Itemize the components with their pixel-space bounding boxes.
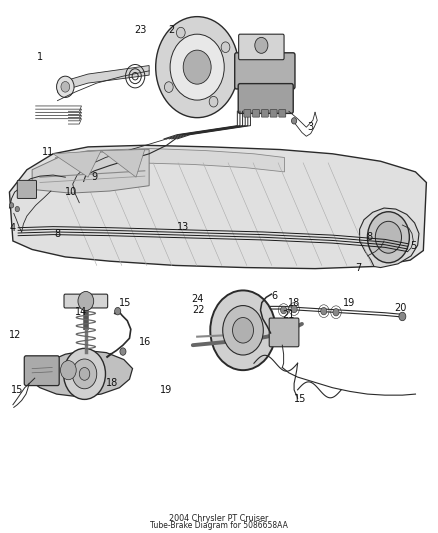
Circle shape [177,27,185,38]
Text: 15: 15 [119,297,131,308]
FancyBboxPatch shape [269,318,299,347]
Text: 19: 19 [343,297,355,308]
Circle shape [223,305,263,355]
FancyBboxPatch shape [64,294,108,308]
Circle shape [209,96,218,107]
Text: 6: 6 [272,290,278,301]
FancyBboxPatch shape [235,53,295,89]
Text: 8: 8 [54,229,60,239]
Circle shape [79,368,90,380]
Circle shape [281,306,287,314]
Polygon shape [30,351,133,397]
Circle shape [15,206,19,212]
Text: 5: 5 [410,241,417,251]
FancyBboxPatch shape [244,110,251,117]
Polygon shape [57,66,149,92]
FancyBboxPatch shape [279,110,286,117]
Circle shape [210,290,276,370]
Polygon shape [10,146,426,269]
Text: 12: 12 [8,329,21,340]
Circle shape [221,42,230,53]
Text: 13: 13 [177,222,189,232]
Circle shape [333,309,339,316]
Circle shape [170,34,224,100]
Circle shape [57,76,74,98]
Circle shape [291,118,297,124]
Text: 21: 21 [282,310,294,320]
Circle shape [64,349,106,399]
Text: 14: 14 [75,306,88,317]
Text: 11: 11 [42,147,54,157]
FancyBboxPatch shape [239,34,284,60]
Text: 15: 15 [293,394,306,405]
Circle shape [183,50,211,84]
Polygon shape [360,208,419,268]
Text: 20: 20 [394,303,406,313]
Text: 15: 15 [11,385,24,395]
Polygon shape [32,150,149,193]
Circle shape [72,359,97,389]
Text: 7: 7 [356,263,362,272]
Circle shape [60,361,76,379]
Text: 10: 10 [65,187,78,197]
Circle shape [399,312,406,321]
Text: 1: 1 [37,52,43,61]
Text: 2004 Chrysler PT Cruiser: 2004 Chrysler PT Cruiser [170,514,268,523]
Text: 16: 16 [139,337,151,347]
Circle shape [164,82,173,92]
Circle shape [120,348,126,356]
Text: 3: 3 [307,122,314,132]
Circle shape [78,292,94,311]
Circle shape [61,82,70,92]
Circle shape [255,37,268,53]
Text: 22: 22 [192,305,204,315]
Text: 18: 18 [288,297,300,308]
Circle shape [291,305,297,313]
Circle shape [367,212,410,263]
FancyBboxPatch shape [24,356,59,385]
Polygon shape [53,151,101,177]
Polygon shape [55,149,285,172]
Polygon shape [101,150,145,177]
FancyBboxPatch shape [17,180,36,198]
Text: 8: 8 [367,232,373,243]
Text: 24: 24 [191,294,203,304]
Circle shape [233,318,254,343]
FancyBboxPatch shape [238,84,293,114]
Circle shape [321,308,327,315]
FancyBboxPatch shape [270,110,277,117]
Text: 9: 9 [92,172,98,182]
Text: 23: 23 [134,25,147,35]
Text: 2: 2 [168,25,174,35]
FancyBboxPatch shape [261,110,268,117]
Circle shape [375,221,402,253]
Text: 4: 4 [10,223,16,233]
Circle shape [10,203,14,208]
Text: 19: 19 [159,385,172,395]
Text: Tube-Brake Diagram for 5086658AA: Tube-Brake Diagram for 5086658AA [150,521,288,530]
Circle shape [155,17,239,118]
Circle shape [115,308,121,315]
FancyBboxPatch shape [253,110,260,117]
Text: 18: 18 [106,378,118,389]
